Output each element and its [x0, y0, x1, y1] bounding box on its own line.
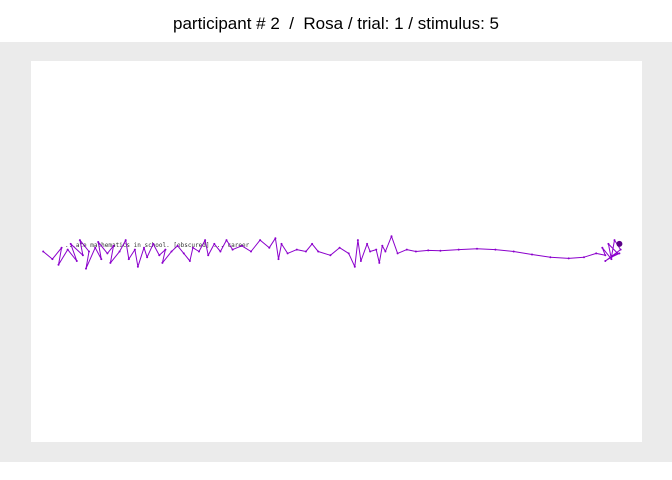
gaze-point — [277, 258, 280, 261]
gaze-plot: ...ate mathematics in school. [obscured]… — [42, 235, 623, 270]
gaze-point — [604, 254, 607, 257]
gaze-point — [607, 242, 610, 245]
gaze-point — [51, 258, 54, 261]
gaze-point — [375, 248, 378, 251]
gaze-point — [268, 246, 271, 249]
stimulus-text: ...ate mathematics in school. [obscured]… — [65, 242, 250, 249]
gaze-point — [106, 252, 109, 255]
gaze-point — [618, 252, 621, 255]
gaze-point — [396, 252, 399, 255]
gaze-point — [164, 248, 167, 251]
gaze-point — [109, 261, 112, 264]
gaze-point — [311, 242, 314, 245]
gaze-point — [170, 250, 173, 253]
gaze-point — [304, 250, 307, 253]
gaze-point — [369, 250, 372, 253]
gaze-point — [118, 250, 121, 253]
gaze-point — [66, 248, 69, 251]
gaze-point — [390, 235, 393, 238]
gaze-point — [359, 260, 362, 262]
gaze-point — [595, 252, 598, 255]
gaze-point — [81, 254, 84, 257]
gaze-point — [414, 250, 417, 253]
gaze-point — [381, 244, 384, 247]
gaze-point — [549, 256, 552, 259]
gaze-point — [97, 241, 100, 243]
gaze-point — [405, 248, 408, 251]
gaze-point — [88, 250, 90, 253]
gaze-point — [610, 256, 613, 259]
gaze-point — [60, 246, 63, 249]
gaze-point — [567, 257, 570, 260]
gaze-point — [198, 250, 200, 253]
gaze-point — [295, 248, 298, 251]
gaze-point — [213, 242, 216, 245]
gaze-point — [317, 250, 320, 253]
gaze-point — [439, 249, 442, 252]
gaze-point — [604, 260, 607, 262]
gaze-point — [384, 250, 387, 253]
gaze-point — [143, 246, 145, 249]
gaze-point — [427, 249, 430, 252]
gaze-point — [610, 258, 613, 261]
gaze-point — [100, 258, 103, 261]
gaze-point — [583, 256, 585, 259]
gaze-point — [613, 239, 616, 242]
gaze-point — [259, 239, 262, 242]
gaze-point — [356, 239, 359, 242]
gaze-point — [219, 250, 222, 253]
gaze-point — [182, 252, 185, 255]
gaze-point — [78, 239, 81, 242]
gaze-point — [616, 252, 619, 255]
gaze-point — [124, 239, 127, 242]
gaze-point — [42, 250, 45, 253]
gaze-point — [457, 248, 460, 251]
gaze-point — [338, 246, 341, 249]
gaze-point — [176, 244, 179, 247]
gaze-point — [191, 246, 194, 249]
gaze-point — [133, 248, 136, 251]
gaze-point — [347, 252, 350, 255]
gaze-point — [207, 254, 210, 257]
gaze-point — [127, 258, 130, 261]
gaze-point — [353, 265, 356, 268]
gaze-point — [85, 267, 87, 270]
gaze-point — [601, 246, 604, 249]
gaze-point — [476, 247, 478, 250]
gaze-point — [204, 239, 207, 242]
gaze-point — [188, 260, 191, 262]
gaze-point — [57, 263, 60, 266]
gaze-point — [512, 250, 515, 253]
gaze-point — [531, 253, 533, 256]
plot-title: participant # 2 / Rosa / trial: 1 / stim… — [173, 14, 499, 33]
gaze-point — [286, 252, 289, 255]
gaze-point — [231, 248, 234, 251]
gaze-point — [136, 265, 139, 268]
gaze-point — [494, 248, 497, 251]
gaze-point — [158, 254, 161, 257]
gaze-point — [94, 246, 97, 249]
gaze-point — [161, 261, 164, 264]
gaze-point — [112, 244, 115, 247]
gaze-point — [619, 248, 622, 251]
gaze-point — [75, 260, 78, 262]
gaze-point — [366, 242, 369, 245]
gaze-point — [69, 242, 72, 245]
gaze-point — [250, 250, 252, 253]
plot-area: ...ate mathematics in school. [obscured]… — [31, 61, 642, 442]
gaze-point — [378, 261, 381, 264]
gaze-point — [225, 239, 228, 242]
trace-end-marker — [616, 240, 623, 247]
gaze-point — [274, 237, 277, 240]
gaze-point — [152, 242, 155, 245]
gaze-point — [240, 244, 243, 247]
gaze-point — [146, 256, 149, 259]
gaze-point — [280, 242, 283, 245]
gaze-point — [329, 254, 332, 257]
gaze-trace-layer — [42, 235, 623, 270]
